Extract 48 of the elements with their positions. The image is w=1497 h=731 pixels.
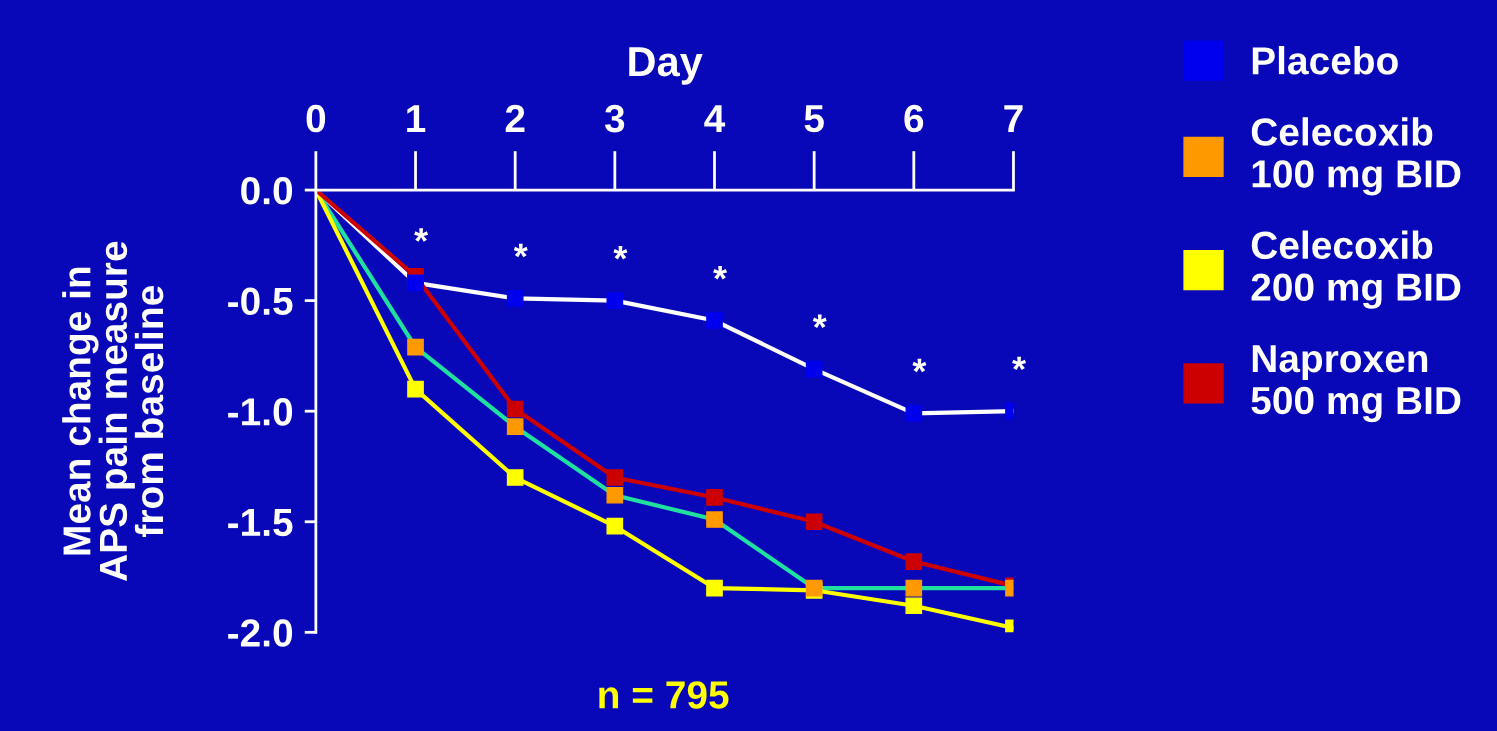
y-axis-title: Mean change in APS pain measure from baseline <box>62 241 164 581</box>
point <box>706 511 723 528</box>
point <box>407 338 424 356</box>
annotation: * <box>414 228 429 242</box>
point <box>506 418 524 436</box>
point <box>905 405 923 422</box>
point <box>506 469 524 486</box>
annotation: * <box>812 314 827 329</box>
x-tick-label: 7 <box>1004 105 1023 132</box>
x-tick-label: 2 <box>505 104 525 132</box>
point <box>805 513 823 531</box>
x-tick-label: 1 <box>407 105 426 132</box>
annotation: * <box>912 358 927 373</box>
y-tick-label: -1.0 <box>228 398 293 426</box>
point <box>606 517 624 535</box>
point <box>407 274 424 292</box>
text: n = 795 <box>599 681 729 709</box>
x-axis-title: Day <box>629 47 703 85</box>
point <box>706 312 723 329</box>
legend-label: Naproxen 500 mg BID <box>1251 345 1461 423</box>
annotation: * <box>713 265 728 280</box>
point <box>407 380 424 398</box>
point <box>905 553 923 570</box>
point <box>905 579 923 597</box>
point <box>606 469 624 486</box>
y-tick-label: -1.5 <box>228 509 293 537</box>
point <box>506 400 524 418</box>
y-tick-label: -2.0 <box>228 619 293 647</box>
x-tick-label: 3 <box>604 104 625 133</box>
legend-label: Placebo <box>1252 45 1398 75</box>
x-tick-label: 5 <box>804 105 824 133</box>
point <box>706 579 723 597</box>
legend-label: Celecoxib 100 mg BID <box>1251 117 1461 196</box>
annotation: * <box>613 246 628 260</box>
point <box>905 597 923 615</box>
y-tick-label: -0.5 <box>228 287 293 316</box>
annotation: * <box>1012 356 1027 371</box>
y-tick-label: 0.0 <box>241 177 293 205</box>
point <box>805 360 823 378</box>
annotation: * <box>513 243 528 258</box>
point <box>706 489 723 506</box>
x-tick-label: 0 <box>306 104 326 133</box>
legend-label: Celecoxib 200 mg BID <box>1251 230 1461 309</box>
x-tick-label: 6 <box>904 104 924 133</box>
point <box>606 292 624 309</box>
point <box>606 486 624 504</box>
x-tick-label: 4 <box>704 105 726 132</box>
point <box>506 290 524 307</box>
